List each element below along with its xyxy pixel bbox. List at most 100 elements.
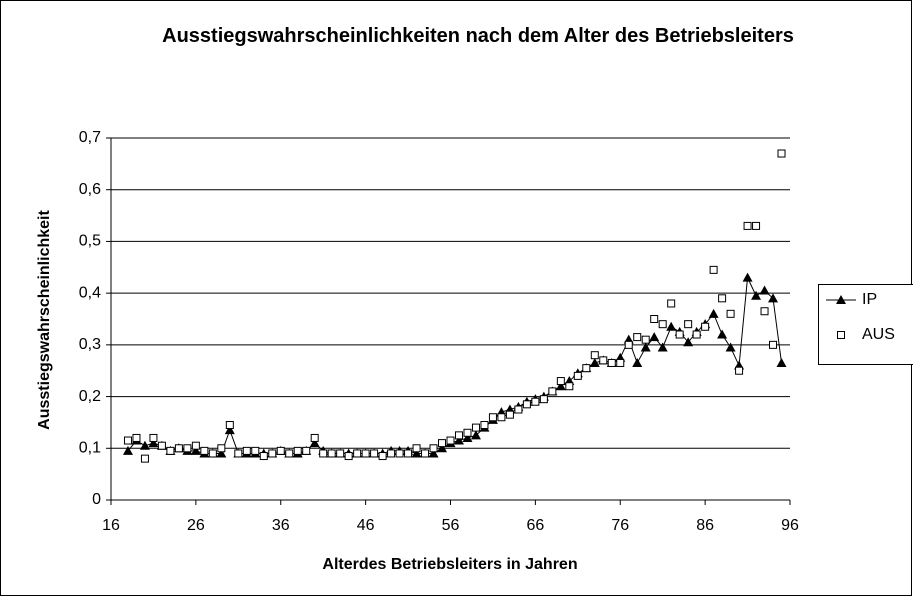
- square-marker: [718, 294, 727, 303]
- square-marker: [522, 400, 531, 409]
- square-marker: [514, 405, 523, 414]
- triangle-marker: [139, 440, 150, 450]
- square-marker: [454, 431, 463, 440]
- square-marker: [285, 449, 294, 458]
- square-marker: [242, 446, 251, 455]
- square-marker: [743, 221, 752, 230]
- square-marker: [573, 371, 582, 380]
- square-marker: [607, 358, 616, 367]
- square-marker: [225, 421, 234, 430]
- square-marker: [769, 340, 778, 349]
- square-marker: [302, 446, 311, 455]
- square-marker: [310, 433, 319, 442]
- legend-box: [818, 284, 913, 365]
- triangle-marker: [751, 290, 762, 300]
- triangle-marker: [776, 357, 787, 367]
- square-marker: [353, 449, 362, 458]
- triangle-marker: [683, 337, 694, 347]
- x-tick-label: 26: [187, 517, 205, 534]
- triangle-marker: [148, 438, 159, 448]
- square-marker: [387, 449, 396, 458]
- square-marker: [726, 309, 735, 318]
- square-marker: [556, 377, 565, 386]
- square-marker: [539, 395, 548, 404]
- legend-label: AUS: [862, 326, 895, 343]
- triangle-marker: [717, 329, 728, 339]
- square-marker: [599, 356, 608, 365]
- square-marker: [378, 452, 387, 461]
- square-marker: [709, 265, 718, 274]
- square-marker: [438, 439, 447, 448]
- chart-title: Ausstiegswahrscheinlichkeiten nach dem A…: [162, 25, 794, 47]
- square-marker: [548, 387, 557, 396]
- square-marker: [641, 335, 650, 344]
- x-tick-label: 96: [781, 517, 799, 534]
- square-marker: [752, 221, 761, 230]
- square-marker: [208, 449, 217, 458]
- triangle-marker: [657, 342, 668, 352]
- square-marker: [582, 364, 591, 373]
- square-marker: [174, 444, 183, 453]
- triangle-marker: [216, 448, 227, 458]
- square-marker: [217, 444, 226, 453]
- square-marker: [251, 446, 260, 455]
- square-marker: [480, 421, 489, 430]
- y-axis-label: Ausstiegswahrscheinlichkeit: [36, 210, 53, 430]
- square-marker: [701, 322, 710, 331]
- triangle-marker: [836, 295, 846, 304]
- square-marker: [276, 446, 285, 455]
- square-marker: [684, 320, 693, 329]
- square-marker: [429, 444, 438, 453]
- square-marker: [565, 382, 574, 391]
- square-marker: [191, 441, 200, 450]
- square-marker: [234, 449, 243, 458]
- square-marker: [760, 307, 769, 316]
- x-tick-label: 46: [357, 517, 375, 534]
- square-marker: [421, 449, 430, 458]
- triangle-marker: [640, 342, 651, 352]
- triangle-marker: [768, 293, 779, 303]
- square-marker: [471, 423, 480, 432]
- triangle-marker: [708, 308, 719, 318]
- triangle-marker: [462, 432, 473, 442]
- square-marker: [123, 436, 132, 445]
- square-marker: [344, 452, 353, 461]
- square-marker: [505, 410, 514, 419]
- square-marker: [692, 330, 701, 339]
- triangle-marker: [742, 272, 753, 282]
- y-tick-label: 0,2: [79, 388, 101, 405]
- triangle-marker: [759, 285, 770, 295]
- square-marker: [140, 454, 149, 463]
- square-marker: [259, 452, 268, 461]
- legend-label: IP: [862, 291, 877, 308]
- triangle-marker: [632, 357, 643, 367]
- square-marker: [531, 397, 540, 406]
- triangle-marker: [411, 448, 422, 458]
- triangle-marker: [437, 443, 448, 453]
- x-tick-label: 86: [696, 517, 714, 534]
- triangle-marker: [309, 438, 320, 448]
- square-marker: [336, 449, 345, 458]
- triangle-marker: [470, 430, 481, 440]
- square-marker: [268, 449, 277, 458]
- triangle-marker: [453, 435, 464, 445]
- triangle-marker: [428, 448, 439, 458]
- square-marker: [590, 351, 599, 360]
- triangle-marker: [224, 425, 235, 435]
- y-tick-label: 0: [92, 491, 101, 508]
- square-marker: [132, 433, 141, 442]
- square-marker: [497, 413, 506, 422]
- triangle-marker: [555, 381, 566, 391]
- triangle-marker: [649, 332, 660, 342]
- square-marker: [157, 441, 166, 450]
- y-tick-label: 0,4: [79, 284, 101, 301]
- y-tick-label: 0,3: [79, 336, 101, 353]
- y-tick-label: 0,5: [79, 233, 101, 250]
- x-tick-label: 66: [526, 517, 544, 534]
- square-marker: [837, 331, 845, 339]
- triangle-marker: [589, 357, 600, 367]
- y-tick-label: 0,7: [79, 129, 101, 146]
- triangle-marker: [725, 342, 736, 352]
- square-marker: [404, 449, 413, 458]
